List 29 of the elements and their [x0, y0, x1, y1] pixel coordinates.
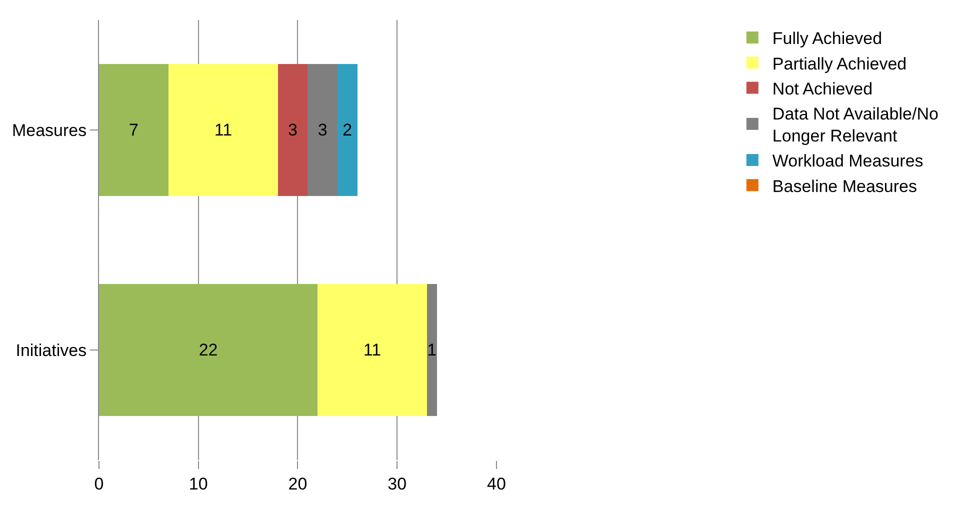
data-label: 1: [427, 340, 437, 360]
data-label: 3: [318, 120, 328, 140]
data-label: 2: [342, 120, 352, 140]
bar: [308, 64, 338, 196]
data-label: 11: [214, 120, 232, 140]
bar: [278, 64, 308, 196]
legend-label: Partially Achieved: [772, 54, 907, 74]
data-label: 3: [288, 120, 298, 140]
y-tick-label: Measures: [12, 120, 87, 140]
legend-label: Fully Achieved: [772, 29, 882, 48]
bar: [168, 64, 278, 196]
legend-label: Data Not Available/No Longer Relevant: [772, 104, 938, 146]
legend-label: Baseline Measures: [772, 176, 917, 196]
legend-label: Workload Measures: [772, 152, 924, 171]
bar: [426, 284, 437, 416]
data-label: 7: [129, 120, 139, 140]
data-label: 11: [363, 340, 382, 360]
y-tick-label: Initiatives: [16, 340, 87, 360]
x-tick-label: 30: [388, 474, 407, 494]
x-tick-label: 0: [94, 474, 104, 494]
x-tick-label: 20: [288, 474, 308, 494]
legend-label: Not Achieved: [772, 79, 873, 98]
bar: [318, 284, 427, 416]
bar: [99, 284, 318, 416]
data-label: 22: [198, 340, 218, 360]
bar: [337, 64, 358, 196]
x-tick-label: 10: [188, 474, 208, 494]
x-tick-label: 40: [486, 474, 506, 494]
bar: [99, 64, 169, 196]
